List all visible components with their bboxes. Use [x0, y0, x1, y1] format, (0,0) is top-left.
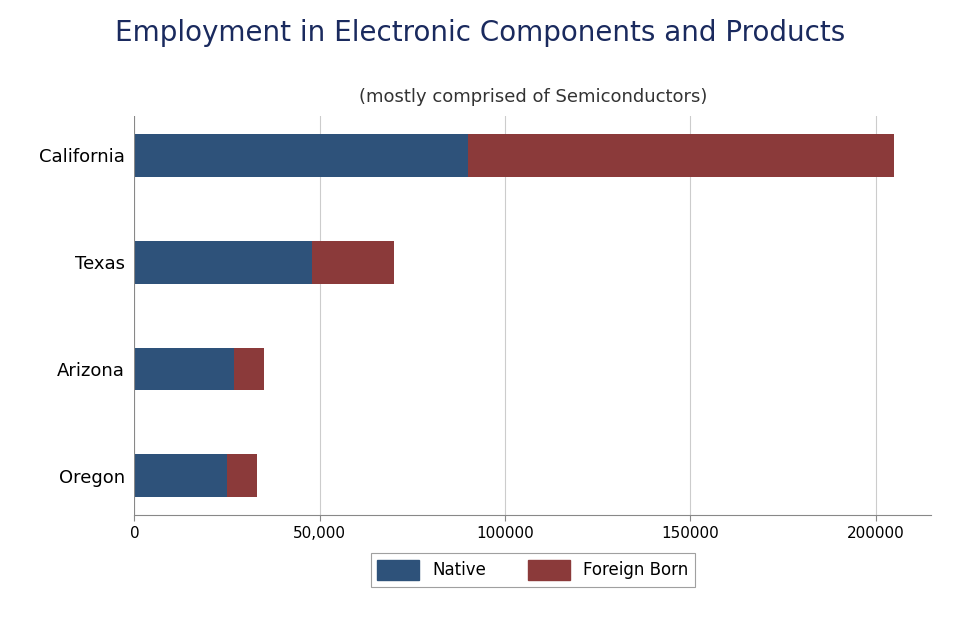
Bar: [234, 348, 264, 390]
Bar: [312, 241, 394, 283]
Legend: Native, Foreign Born: Native, Foreign Born: [371, 553, 695, 587]
Bar: [134, 241, 312, 283]
Text: Employment in Electronic Components and Products: Employment in Electronic Components and …: [115, 19, 845, 47]
Bar: [228, 455, 256, 497]
Bar: [134, 455, 228, 497]
Bar: [134, 348, 234, 390]
Title: (mostly comprised of Semiconductors): (mostly comprised of Semiconductors): [359, 88, 707, 106]
Bar: [134, 134, 468, 176]
Bar: [468, 134, 894, 176]
